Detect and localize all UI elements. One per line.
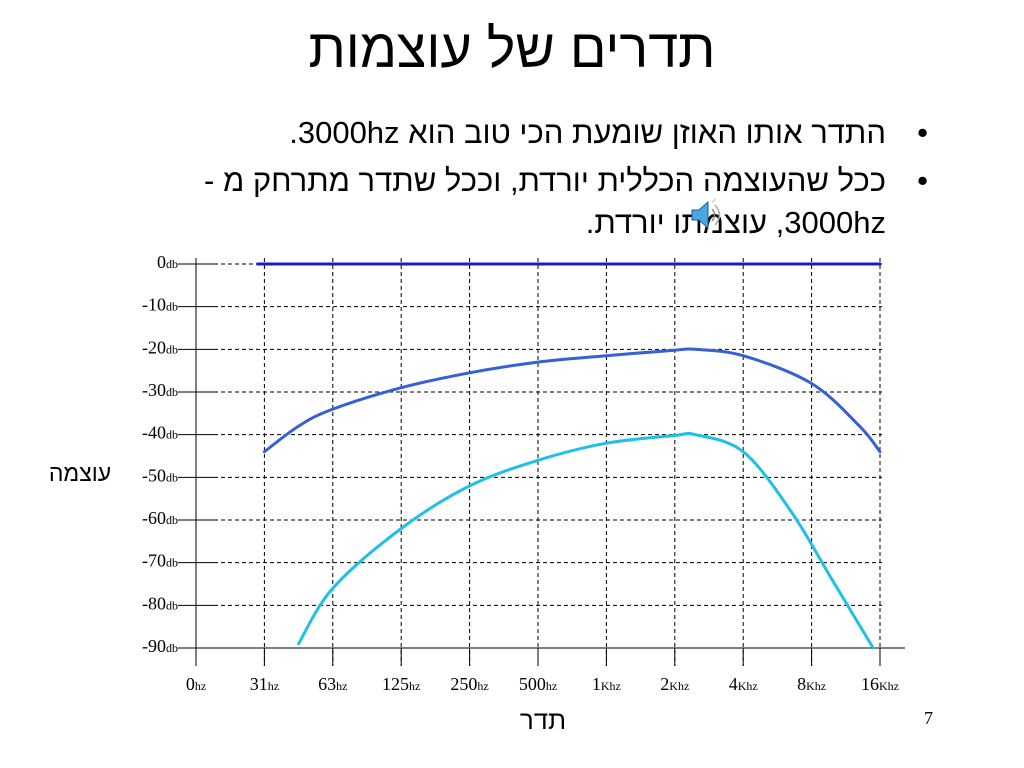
x-tick-label: 1Khz: [592, 674, 621, 694]
x-tick-label: 31hz: [250, 674, 279, 694]
x-tick-label: 2Khz: [660, 674, 689, 694]
page-number: 7: [924, 708, 933, 728]
x-axis-label: תדר: [520, 705, 566, 735]
speaker-icon[interactable]: [688, 198, 724, 232]
bullet-text: התדר אותו האוזן שומעת הכי טוב הוא 3000hz…: [289, 115, 886, 150]
y-tick-label: -30db: [142, 380, 178, 400]
x-tick-label: 500hz: [519, 674, 557, 694]
y-tick-label: -40db: [142, 423, 178, 443]
y-tick-label: -60db: [142, 508, 178, 528]
x-tick-label: 8Khz: [797, 674, 826, 694]
y-tick-label: -70db: [142, 551, 178, 571]
series-line: [297, 431, 875, 650]
bullet-dot: •: [917, 115, 928, 150]
x-tick-label: 250hz: [450, 674, 488, 694]
bullet-item: • ככל שהעוצמה הכללית יורדת, וככל שתדר מת…: [110, 160, 932, 244]
y-tick-label: -20db: [142, 337, 178, 357]
y-tick-label: -80db: [142, 593, 178, 613]
bullet-item: • התדר אותו האוזן שומעת הכי טוב הוא 3000…: [110, 112, 932, 154]
x-tick-label: 125hz: [382, 674, 420, 694]
y-axis-label: עוצמה: [49, 460, 111, 486]
y-tick-label: 0db: [157, 252, 178, 272]
bullet-dot: •: [917, 163, 928, 198]
y-tick-label: -10db: [142, 295, 178, 315]
slide-title: תדרים של עוצמות: [308, 19, 716, 79]
y-tick-label: -50db: [142, 465, 178, 485]
bullet-list: • התדר אותו האוזן שומעת הכי טוב הוא 3000…: [110, 112, 932, 250]
x-tick-label: 63hz: [318, 674, 347, 694]
x-tick-label: 16Khz: [861, 674, 899, 694]
x-tick-label: 4Khz: [729, 674, 758, 694]
y-tick-label: -90db: [142, 636, 178, 656]
series-line: [262, 347, 882, 454]
x-tick-label: 0hz: [186, 674, 206, 694]
bullet-text: ככל שהעוצמה הכללית יורדת, וככל שתדר מתרח…: [204, 163, 886, 240]
